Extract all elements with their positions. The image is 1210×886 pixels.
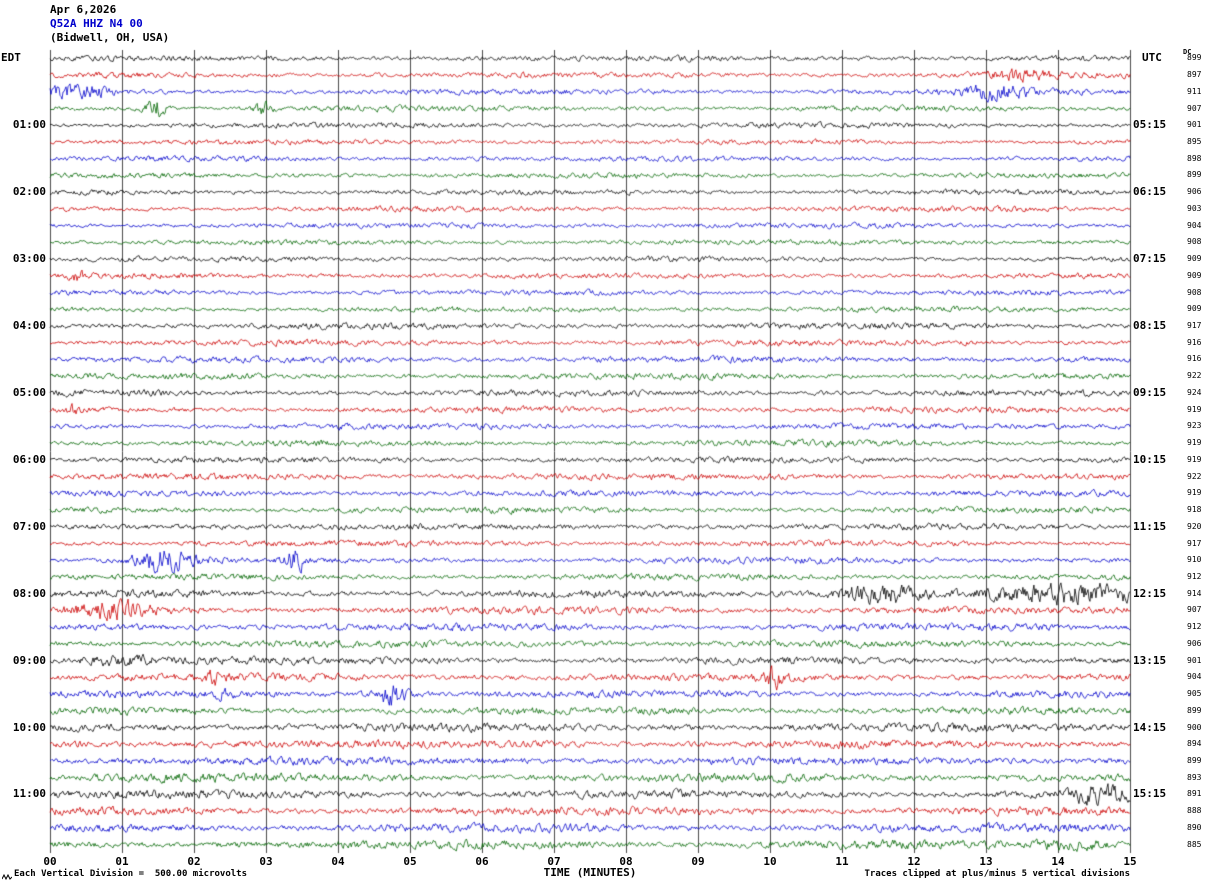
dc-value: 919 bbox=[1187, 454, 1202, 464]
x-tick-label: 02 bbox=[187, 855, 201, 868]
dc-value: 900 bbox=[1187, 722, 1202, 732]
dc-value: 912 bbox=[1187, 571, 1202, 581]
dc-value: 917 bbox=[1187, 321, 1202, 331]
dc-value: 911 bbox=[1187, 86, 1202, 96]
x-tick-label: 00 bbox=[43, 855, 57, 868]
hour-label-utc: 12:15 bbox=[1133, 586, 1167, 600]
dc-value: 905 bbox=[1187, 689, 1202, 699]
x-tick-label: 13 bbox=[979, 855, 993, 868]
dc-value: 920 bbox=[1187, 521, 1202, 531]
dc-value: 923 bbox=[1187, 421, 1202, 431]
dc-column-label: DC bbox=[1183, 48, 1192, 56]
dc-value: 899 bbox=[1187, 53, 1202, 63]
hour-label-utc: 14:15 bbox=[1133, 720, 1167, 734]
dc-value: 912 bbox=[1187, 622, 1202, 632]
hour-label-edt: 04:00 bbox=[12, 319, 46, 333]
x-tick-label: 08 bbox=[619, 855, 633, 868]
x-tick-label: 09 bbox=[691, 855, 705, 868]
vertical-division-note: Each Vertical Division = 500.00 microvol… bbox=[14, 869, 247, 879]
dc-value: 919 bbox=[1187, 438, 1202, 448]
x-tick-label: 15 bbox=[1123, 855, 1137, 868]
dc-value: 919 bbox=[1187, 404, 1202, 414]
dc-value: 918 bbox=[1187, 505, 1202, 515]
x-axis-title: TIME (MINUTES) bbox=[543, 866, 637, 879]
microvolt-scale-icon bbox=[2, 873, 12, 881]
dc-value: 904 bbox=[1187, 672, 1202, 682]
x-tick-label: 10 bbox=[763, 855, 777, 868]
header-station: Q52A HHZ N4 00 bbox=[50, 17, 143, 30]
dc-value: 904 bbox=[1187, 220, 1202, 230]
x-tick-label: 11 bbox=[835, 855, 849, 868]
right-timezone-label: UTC bbox=[1142, 51, 1162, 64]
x-tick-label: 03 bbox=[259, 855, 273, 868]
hour-label-edt: 01:00 bbox=[12, 118, 46, 132]
hour-label-utc: 11:15 bbox=[1133, 519, 1167, 533]
dc-value: 906 bbox=[1187, 187, 1202, 197]
dc-value: 891 bbox=[1187, 789, 1202, 799]
hour-label-edt: 08:00 bbox=[12, 586, 46, 600]
hour-label-utc: 07:15 bbox=[1133, 252, 1167, 266]
dc-value: 899 bbox=[1187, 170, 1202, 180]
hour-label-utc: 09:15 bbox=[1133, 385, 1167, 399]
dc-value: 924 bbox=[1187, 387, 1202, 397]
hour-label-edt: 11:00 bbox=[12, 787, 46, 801]
dc-value: 899 bbox=[1187, 705, 1202, 715]
dc-value: 907 bbox=[1187, 103, 1202, 113]
hour-label-utc: 08:15 bbox=[1133, 319, 1167, 333]
dc-value: 893 bbox=[1187, 772, 1202, 782]
dc-value: 901 bbox=[1187, 120, 1202, 130]
hour-label-edt: 06:00 bbox=[12, 452, 46, 466]
dc-value: 922 bbox=[1187, 471, 1202, 481]
dc-value: 894 bbox=[1187, 739, 1202, 749]
dc-value: 897 bbox=[1187, 70, 1202, 80]
dc-value: 919 bbox=[1187, 488, 1202, 498]
hour-label-edt: 05:00 bbox=[12, 385, 46, 399]
dc-value: 909 bbox=[1187, 270, 1202, 280]
hour-label-edt: 10:00 bbox=[12, 720, 46, 734]
header-location: (Bidwell, OH, USA) bbox=[50, 31, 170, 44]
dc-value: 898 bbox=[1187, 153, 1202, 163]
dc-value: 895 bbox=[1187, 137, 1202, 146]
hour-label-utc: 15:15 bbox=[1133, 787, 1167, 801]
x-tick-label: 04 bbox=[331, 855, 345, 868]
dc-value: 922 bbox=[1187, 371, 1202, 381]
dc-value: 917 bbox=[1187, 538, 1202, 548]
dc-value: 901 bbox=[1187, 655, 1202, 665]
dc-value: 910 bbox=[1187, 555, 1202, 565]
dc-value: 909 bbox=[1187, 304, 1202, 314]
hour-label-edt: 02:00 bbox=[12, 185, 46, 199]
x-tick-label: 01 bbox=[115, 855, 129, 868]
x-tick-label: 12 bbox=[907, 855, 921, 868]
x-tick-label: 06 bbox=[475, 855, 489, 868]
hour-label-edt: 09:00 bbox=[12, 653, 46, 667]
x-tick-label: 14 bbox=[1051, 855, 1065, 868]
left-timezone-label: EDT bbox=[1, 51, 21, 64]
x-tick-label: 05 bbox=[403, 855, 417, 868]
dc-value: 914 bbox=[1187, 588, 1202, 598]
dc-value: 899 bbox=[1187, 755, 1202, 765]
dc-value: 916 bbox=[1187, 337, 1202, 347]
dc-value: 909 bbox=[1187, 254, 1202, 264]
hour-label-utc: 13:15 bbox=[1133, 653, 1167, 667]
hour-label-utc: 10:15 bbox=[1133, 452, 1167, 466]
hour-label-edt: 03:00 bbox=[12, 252, 46, 266]
dc-value: 907 bbox=[1187, 605, 1202, 615]
dc-value: 888 bbox=[1187, 806, 1202, 816]
dc-value: 908 bbox=[1187, 237, 1202, 247]
hour-label-utc: 06:15 bbox=[1133, 185, 1167, 199]
dc-value: 890 bbox=[1187, 822, 1202, 832]
dc-value: 906 bbox=[1187, 638, 1202, 648]
x-tick-label: 07 bbox=[547, 855, 561, 868]
clipping-note: Traces clipped at plus/minus 5 vertical … bbox=[864, 869, 1130, 879]
hour-label-edt: 07:00 bbox=[12, 519, 46, 533]
dc-value: 908 bbox=[1187, 287, 1202, 297]
header-date: Apr 6,2026 bbox=[50, 3, 117, 16]
dc-value: 916 bbox=[1187, 354, 1202, 364]
dc-value: 885 bbox=[1187, 839, 1202, 849]
hour-label-utc: 05:15 bbox=[1133, 118, 1167, 132]
dc-value: 903 bbox=[1187, 203, 1202, 213]
